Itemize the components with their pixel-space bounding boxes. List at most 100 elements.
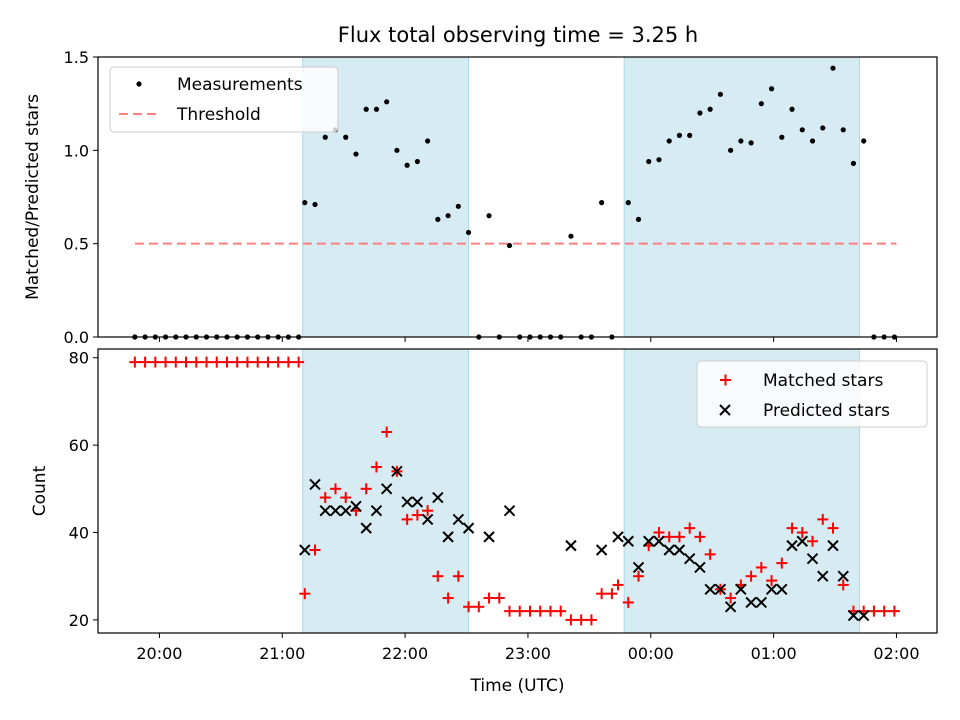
predicted-star-point (663, 544, 675, 556)
predicted-star-point (857, 609, 870, 622)
marker-stroke (299, 544, 311, 556)
predicted-star-point (786, 539, 798, 552)
predicted-star-point (319, 504, 331, 517)
y-axis-label: Matched/Predicted stars (23, 94, 43, 300)
measurement-point (414, 158, 420, 165)
marker-stroke (452, 513, 465, 526)
predicted-star-point (452, 513, 465, 526)
measurement-point (809, 138, 816, 144)
predicted-star-point (847, 609, 860, 622)
measurement-point (707, 106, 713, 112)
matched-star-point (606, 588, 618, 600)
legend-label: Predicted stars (763, 401, 890, 421)
predicted-star-point (673, 544, 686, 556)
matched-star-point (766, 575, 778, 587)
x-tick-label: 01:00 (751, 644, 797, 663)
predicted-star-point (776, 583, 788, 596)
matched-star-point (745, 570, 757, 582)
matched-star-point (555, 605, 567, 617)
marker-stroke (694, 561, 706, 574)
matched-star-point (786, 522, 798, 534)
matched-star-point (755, 561, 767, 573)
marker-stroke (612, 531, 624, 543)
measurement-point (373, 106, 380, 112)
matched-star-point (422, 505, 434, 517)
marker-stroke (329, 504, 342, 517)
predicted-star-point (653, 535, 665, 547)
measurement-point (820, 125, 826, 131)
measurement-point (717, 91, 723, 97)
measurement-point (850, 160, 857, 166)
matched-star-point (796, 527, 808, 539)
predicted-star-point (380, 483, 393, 495)
y-tick-label: 80 (69, 349, 89, 368)
predicted-star-point (442, 531, 454, 543)
measurement-point (635, 216, 642, 222)
matched-star-point (190, 356, 202, 368)
matched-star-point (170, 356, 182, 368)
measurement-point (687, 132, 693, 138)
matched-star-point (632, 570, 644, 582)
measurement-point (384, 99, 390, 105)
marker-stroke (847, 609, 860, 622)
measurement-point (404, 162, 410, 168)
y-tick-label: 20 (69, 611, 89, 630)
matched-star-point (565, 614, 577, 626)
matched-star-point (329, 483, 341, 495)
chart-title: Flux total observing time = 3.25 h (338, 23, 698, 47)
predicted-star-point (299, 544, 311, 556)
matched-star-point (585, 614, 597, 626)
predicted-star-point (391, 465, 403, 478)
measurement-point (840, 127, 846, 133)
matched-star-point (493, 592, 505, 604)
marker-stroke (309, 478, 321, 491)
matched-star-point (452, 570, 464, 582)
predicted-star-point (411, 496, 424, 508)
matched-star-point (544, 605, 556, 617)
predicted-star-point (421, 513, 434, 526)
matched-star-point (309, 544, 321, 556)
marker-stroke (806, 553, 819, 565)
marker-stroke (595, 544, 608, 556)
legend-label: Measurements (177, 75, 303, 95)
matched-star-point (473, 601, 485, 613)
measurement-point (789, 106, 795, 112)
predicted-star-point (483, 531, 495, 543)
measurement-point (728, 147, 734, 153)
matched-star-point (221, 356, 233, 368)
matched-star-point (293, 356, 305, 368)
marker-stroke (565, 539, 577, 552)
measurement-point (646, 158, 652, 165)
marker-stroke (360, 522, 372, 534)
predicted-star-point (755, 596, 768, 609)
matched-star-point (340, 492, 352, 504)
marker-stroke (411, 496, 424, 508)
axes-frame (97, 56, 938, 338)
predicted-star-point (806, 553, 819, 565)
marker-stroke (837, 570, 849, 582)
x-tick-label: 00:00 (628, 644, 674, 663)
predicted-star-point (462, 522, 475, 534)
matched-star-point (663, 531, 675, 543)
matched-star-point (534, 605, 546, 617)
measurement-point (599, 200, 605, 206)
matched-star-point (401, 513, 413, 525)
matched-star-point (370, 461, 382, 473)
x-tick-label: 20:00 (136, 644, 182, 663)
marker-stroke (745, 596, 757, 609)
legend-label: Matched stars (763, 371, 883, 391)
y-tick-label: 40 (69, 524, 89, 543)
matched-star-point (160, 356, 172, 368)
matched-star-point (432, 570, 444, 582)
matched-star-point (139, 356, 151, 368)
measurement-point (861, 138, 867, 144)
marker-stroke (857, 609, 870, 622)
x-tick-label: 21:00 (259, 644, 305, 663)
matched-star-point (878, 605, 890, 617)
matched-star-point (704, 548, 716, 560)
marker-stroke (370, 504, 383, 517)
marker-stroke (765, 583, 778, 596)
y-tick-label: 60 (69, 436, 89, 455)
measurement-point (312, 201, 318, 208)
